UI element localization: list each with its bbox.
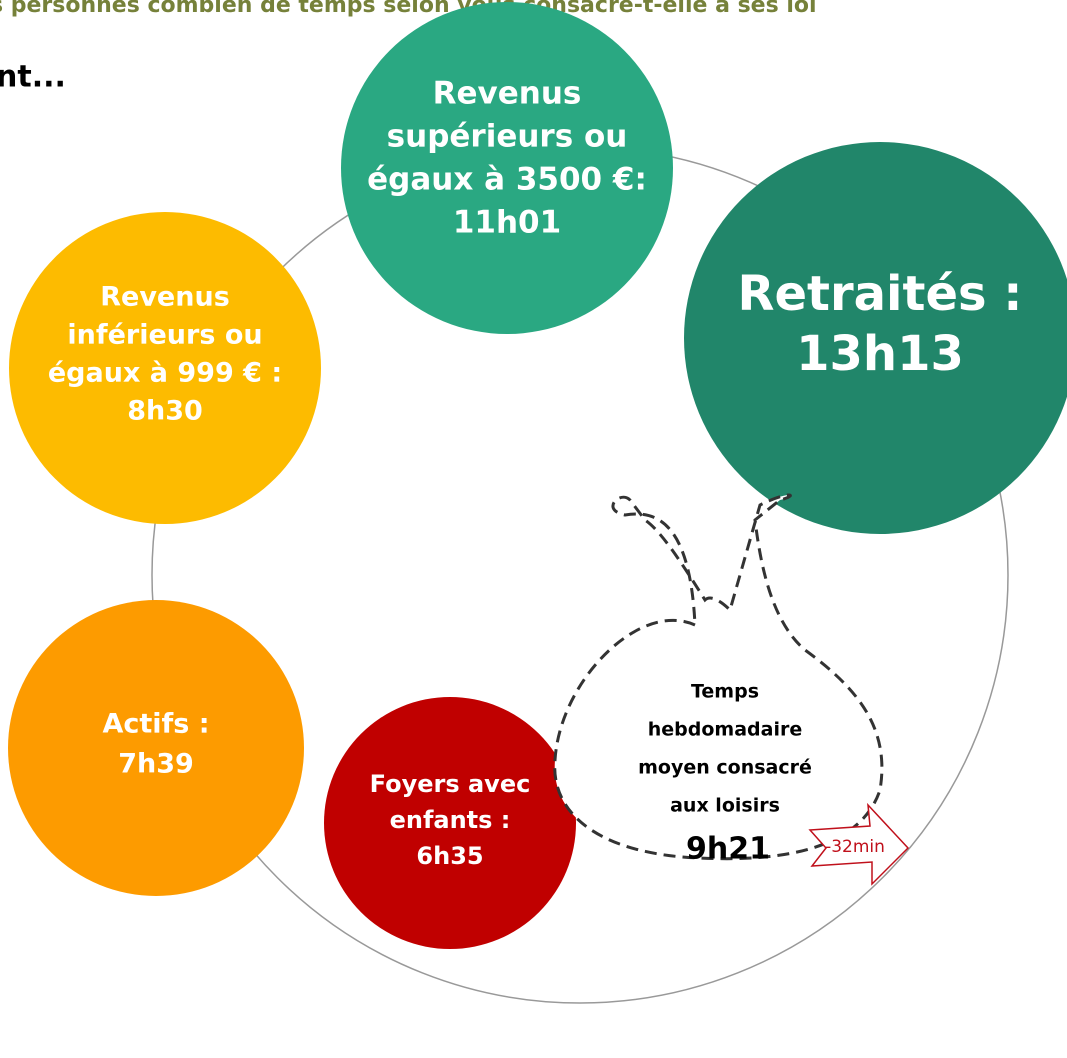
change-arrow	[808, 802, 910, 886]
bag-label: aux loisirs	[670, 795, 780, 817]
change-label: -32min	[825, 837, 885, 857]
bubble	[341, 2, 673, 334]
bubble	[324, 697, 576, 949]
bubble-label: inférieurs ou	[67, 320, 262, 351]
bubble-label: 13h13	[796, 326, 964, 382]
bubble	[9, 212, 321, 524]
bag-label: Temps	[691, 681, 759, 703]
bag-value: 9h21	[686, 832, 770, 867]
bubble-label: égaux à 3500 €:	[367, 162, 647, 198]
bubble-label: 8h30	[127, 396, 203, 427]
bubble-label: Actifs :	[102, 709, 209, 740]
bubble	[8, 600, 304, 896]
bubble-label: supérieurs ou	[387, 119, 628, 155]
bag-label: moyen consacré	[638, 757, 812, 779]
bubble-label: Foyers avec	[370, 770, 531, 798]
bubble-label: Revenus	[100, 282, 230, 313]
bubble-label: Retraités :	[738, 266, 1023, 322]
bubble-label: 11h01	[453, 205, 561, 241]
bag-label: hebdomadaire	[648, 719, 802, 741]
bubble	[684, 142, 1067, 534]
subline: nt...	[0, 60, 66, 95]
question: s personnes combien de temps selon vous …	[0, 0, 817, 18]
bubble-label: égaux à 999 € :	[48, 358, 282, 389]
bubble-label: 6h35	[416, 842, 483, 870]
bubble-label: enfants :	[390, 806, 511, 834]
bag	[553, 493, 884, 861]
bubble-label: 7h39	[118, 749, 194, 780]
bubble-label: Revenus	[433, 76, 582, 112]
